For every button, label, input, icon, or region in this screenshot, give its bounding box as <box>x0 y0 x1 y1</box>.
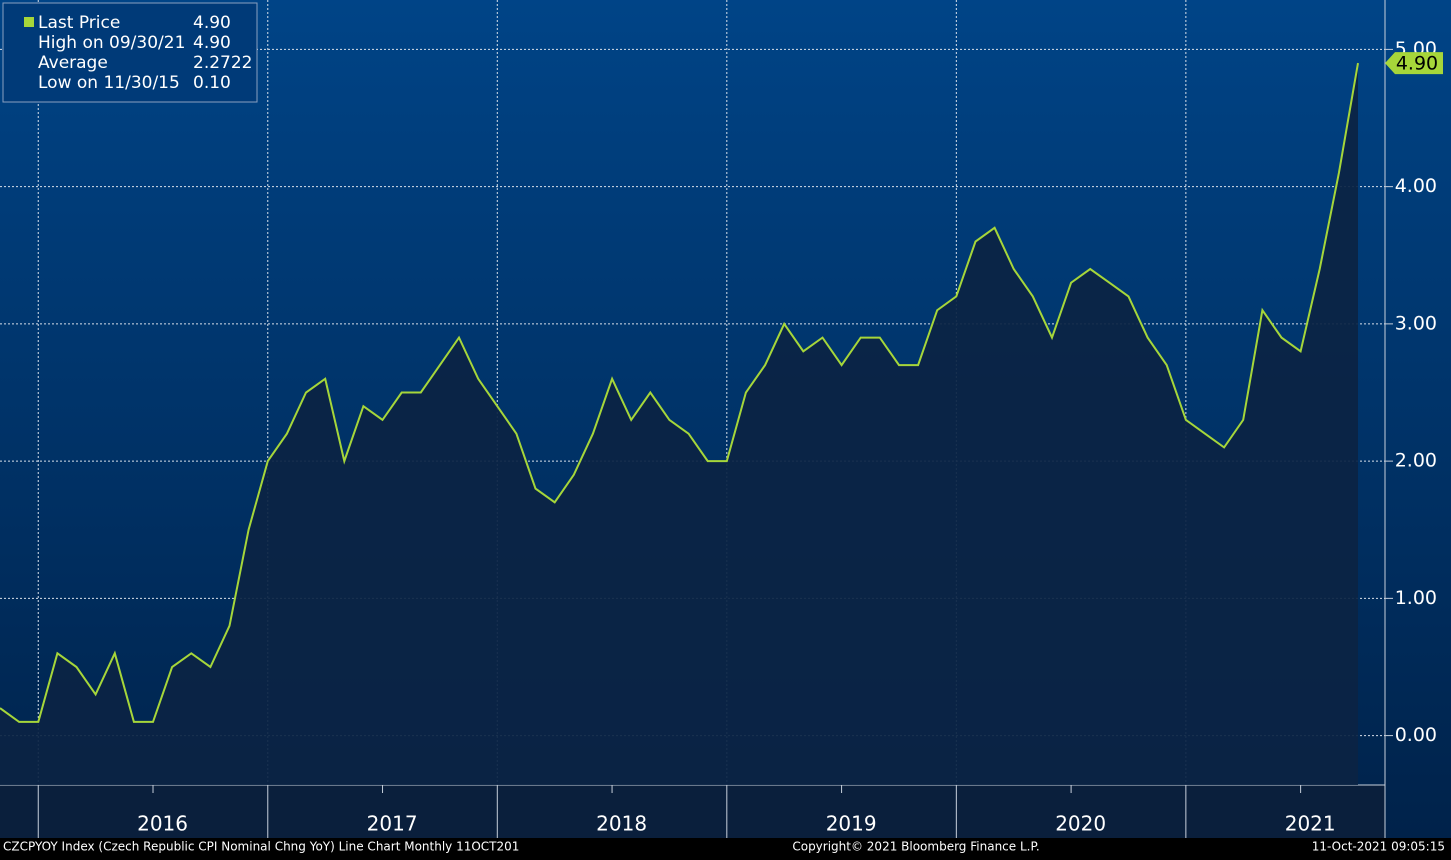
legend-label: Average <box>38 53 108 73</box>
legend-value: 4.90 <box>193 13 231 33</box>
legend-value: 0.10 <box>193 73 231 93</box>
footer-left: CZCPYOY Index (Czech Republic CPI Nomina… <box>3 840 519 854</box>
legend-swatch <box>24 17 34 27</box>
line <box>0 62 1359 723</box>
legend-label: Last Price <box>38 13 120 33</box>
legend-box <box>2 2 258 103</box>
y-tick-label: 2.00 <box>1395 450 1437 472</box>
x-tick-label: 2020 <box>1055 812 1106 836</box>
x-tick-label: 2018 <box>596 812 647 836</box>
last-value-tag <box>1385 52 1443 75</box>
legend-value: 2.2722 <box>193 53 252 73</box>
y-tick-label: 4.00 <box>1395 175 1437 197</box>
last-value-label: 4.90 <box>1396 53 1438 75</box>
footer-right: 11-Oct-2021 09:05:15 <box>1312 840 1445 854</box>
y-tick-label: 0.00 <box>1395 724 1437 746</box>
y-tick-label: 3.00 <box>1395 312 1437 334</box>
x-tick-label: 2016 <box>137 812 188 836</box>
area <box>0 63 1358 786</box>
legend-label: High on 09/30/21 <box>38 33 185 53</box>
footer-center: Copyright© 2021 Bloomberg Finance L.P. <box>792 840 1039 854</box>
x-tick-label: 2019 <box>826 812 877 836</box>
legend-value: 4.90 <box>193 33 231 53</box>
y-tick-label: 1.00 <box>1395 587 1437 609</box>
x-axis-band <box>0 785 1385 838</box>
legend-label: Low on 11/30/15 <box>38 73 180 93</box>
x-tick-label: 2021 <box>1285 812 1336 836</box>
x-tick-label: 2017 <box>367 812 418 836</box>
